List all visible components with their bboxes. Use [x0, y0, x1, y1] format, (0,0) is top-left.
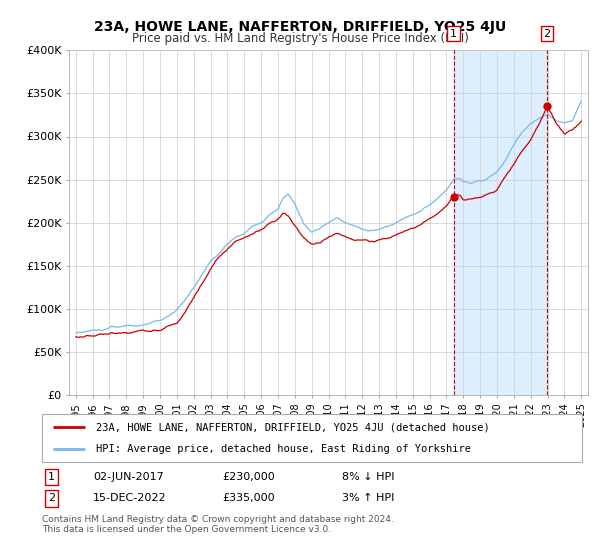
Bar [454, 50, 547, 395]
Text: 15-DEC-2022: 15-DEC-2022 [93, 493, 167, 503]
Text: 1: 1 [450, 29, 457, 39]
Text: 2: 2 [48, 493, 55, 503]
Text: £335,000: £335,000 [222, 493, 275, 503]
Text: Price paid vs. HM Land Registry's House Price Index (HPI): Price paid vs. HM Land Registry's House … [131, 32, 469, 45]
Text: 3% ↑ HPI: 3% ↑ HPI [342, 493, 394, 503]
Text: 23A, HOWE LANE, NAFFERTON, DRIFFIELD, YO25 4JU (detached house): 23A, HOWE LANE, NAFFERTON, DRIFFIELD, YO… [96, 422, 490, 432]
Text: 02-JUN-2017: 02-JUN-2017 [93, 472, 164, 482]
Text: £230,000: £230,000 [222, 472, 275, 482]
Text: 8% ↓ HPI: 8% ↓ HPI [342, 472, 395, 482]
Text: This data is licensed under the Open Government Licence v3.0.: This data is licensed under the Open Gov… [42, 525, 331, 534]
Text: Contains HM Land Registry data © Crown copyright and database right 2024.: Contains HM Land Registry data © Crown c… [42, 515, 394, 524]
Text: 1: 1 [48, 472, 55, 482]
Text: 23A, HOWE LANE, NAFFERTON, DRIFFIELD, YO25 4JU: 23A, HOWE LANE, NAFFERTON, DRIFFIELD, YO… [94, 20, 506, 34]
Text: HPI: Average price, detached house, East Riding of Yorkshire: HPI: Average price, detached house, East… [96, 444, 471, 454]
Text: 2: 2 [544, 29, 550, 39]
